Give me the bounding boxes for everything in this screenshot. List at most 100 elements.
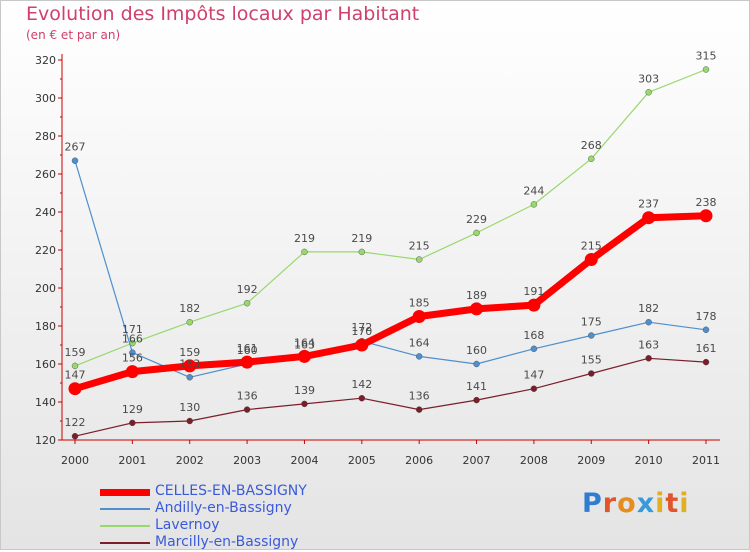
data-point — [358, 248, 366, 256]
data-label: 130 — [179, 401, 200, 414]
x-tick-label: 2003 — [233, 454, 261, 467]
data-label: 170 — [351, 325, 372, 338]
x-tick-label: 2011 — [692, 454, 720, 467]
data-label: 237 — [638, 198, 659, 211]
y-tick-label: 280 — [35, 130, 56, 143]
legend-swatch — [100, 525, 150, 527]
series-line — [74, 357, 707, 437]
data-point — [699, 209, 713, 223]
logo-letter: r — [602, 488, 618, 519]
data-label: 160 — [466, 344, 487, 357]
legend-label: Andilly-en-Bassigny — [155, 500, 292, 516]
y-tick-label: 320 — [35, 54, 56, 67]
data-point — [297, 349, 311, 363]
x-tick-label: 2000 — [61, 454, 89, 467]
data-point — [702, 326, 710, 333]
data-label: 161 — [237, 342, 258, 355]
y-tick-label: 240 — [35, 206, 56, 219]
data-point — [470, 302, 484, 316]
legend-swatch — [100, 542, 150, 544]
data-point — [642, 211, 656, 225]
data-point — [588, 155, 595, 163]
data-label: 185 — [409, 297, 430, 310]
data-label: 136 — [237, 390, 258, 403]
data-label: 215 — [409, 240, 430, 253]
data-point — [588, 370, 595, 377]
data-point — [702, 358, 710, 366]
data-point — [412, 310, 426, 323]
data-point — [355, 338, 369, 352]
data-label: 142 — [351, 378, 372, 391]
data-label: 147 — [523, 369, 544, 382]
x-tick-label: 2007 — [463, 454, 491, 467]
series-line — [71, 212, 710, 393]
series-line — [74, 160, 707, 378]
data-point — [527, 298, 541, 312]
data-point — [530, 345, 538, 352]
data-label: 166 — [122, 333, 143, 346]
data-point — [473, 360, 480, 368]
data-point — [358, 395, 366, 402]
data-point — [415, 353, 423, 360]
data-label: 219 — [351, 232, 372, 245]
data-label: 122 — [65, 416, 86, 429]
logo-letter: i — [655, 488, 666, 519]
x-tick-label: 2008 — [520, 454, 548, 467]
legend-label: Marcilly-en-Bassigny — [155, 534, 299, 550]
data-label: 147 — [65, 369, 86, 382]
x-tick-label: 2006 — [405, 454, 433, 467]
data-label: 189 — [466, 289, 487, 302]
data-label: 129 — [122, 403, 143, 416]
data-label: 268 — [581, 139, 602, 152]
data-label: 160 — [237, 344, 258, 357]
data-label: 229 — [466, 213, 487, 226]
data-point — [645, 355, 652, 362]
data-point — [415, 256, 423, 263]
data-label: 303 — [638, 72, 659, 85]
data-label: 141 — [466, 380, 487, 393]
data-label: 192 — [237, 283, 258, 296]
y-tick-label: 160 — [35, 358, 56, 371]
data-label: 175 — [581, 316, 602, 329]
data-point — [186, 374, 193, 381]
data-point — [129, 349, 136, 356]
data-point — [530, 201, 538, 208]
data-label: 168 — [523, 329, 544, 342]
series-line — [74, 68, 707, 367]
data-point — [71, 157, 79, 164]
x-tick-label: 2005 — [348, 454, 376, 467]
data-label: 164 — [294, 336, 315, 349]
logo-letter: i — [679, 488, 690, 519]
data-point — [129, 419, 136, 427]
data-point — [243, 300, 251, 307]
y-tick-label: 120 — [35, 434, 56, 447]
data-label: 163 — [638, 338, 659, 351]
data-label: 139 — [294, 384, 315, 397]
data-label: 159 — [179, 346, 200, 359]
data-label: 172 — [351, 321, 372, 334]
data-label: 315 — [696, 50, 717, 63]
logo-letter: x — [636, 488, 656, 519]
data-point — [186, 319, 193, 326]
data-label: 159 — [65, 346, 86, 359]
chart-subtitle: (en € et par an) — [26, 28, 121, 42]
legend-label: CELLES-EN-BASSIGNY — [155, 483, 307, 499]
data-point — [186, 417, 193, 425]
data-label: 215 — [581, 240, 602, 253]
data-label: 182 — [638, 302, 659, 315]
y-tick-label: 300 — [35, 92, 56, 105]
y-tick-label: 140 — [35, 396, 56, 409]
data-point — [301, 400, 308, 408]
data-label: 219 — [294, 232, 315, 245]
data-point — [588, 332, 595, 339]
data-label: 136 — [409, 390, 430, 403]
x-tick-label: 2002 — [176, 454, 204, 467]
data-point — [243, 406, 251, 413]
x-tick-label: 2009 — [577, 454, 605, 467]
data-label: 238 — [696, 196, 717, 209]
data-point — [301, 248, 308, 256]
data-point — [415, 406, 423, 413]
data-point — [473, 396, 480, 404]
data-label: 267 — [65, 141, 86, 154]
